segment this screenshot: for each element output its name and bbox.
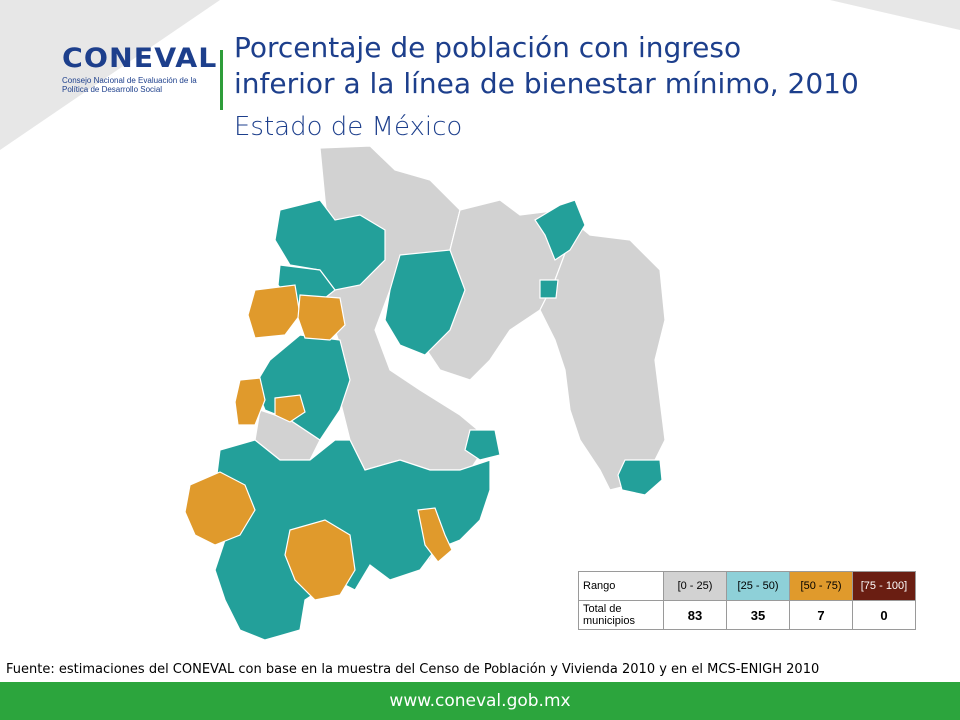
- legend-table: Rango [0 - 25) [25 - 50) [50 - 75) [75 -…: [578, 571, 916, 630]
- legend-range-row: Rango [0 - 25) [25 - 50) [50 - 75) [75 -…: [578, 571, 916, 601]
- title-line-1: Porcentaje de población con ingreso: [234, 31, 742, 64]
- footer-bar: www.coneval.gob.mx: [0, 682, 960, 720]
- municipality-region: [274, 394, 306, 423]
- title-line-2: inferior a la línea de bienestar mínimo,…: [234, 67, 859, 100]
- municipality-region: [214, 439, 491, 641]
- legend-range-0-25: [0 - 25): [663, 571, 727, 601]
- legend-count-label: Total de municipios: [578, 600, 664, 630]
- municipality-region: [617, 459, 663, 496]
- legend-count-0-25: 83: [663, 600, 727, 630]
- page-subtitle: Estado de México: [234, 112, 463, 142]
- legend-range-25-50: [25 - 50): [726, 571, 790, 601]
- municipality-region: [247, 284, 301, 339]
- legend-count-50-75: 7: [789, 600, 853, 630]
- legend-count-25-50: 35: [726, 600, 790, 630]
- municipality-region: [384, 249, 466, 356]
- municipality-region: [297, 294, 346, 341]
- title-divider: [220, 50, 223, 110]
- logo-subtitle: Consejo Nacional de Evaluación de la Pol…: [62, 76, 197, 94]
- municipality-region: [539, 208, 666, 491]
- municipality-region: [234, 377, 266, 426]
- legend-count-75-100: 0: [852, 600, 916, 630]
- coneval-logo: CONEVAL Consejo Nacional de Evaluación d…: [62, 44, 216, 95]
- municipality-region: [417, 507, 453, 563]
- municipality-region: [274, 199, 386, 291]
- municipality-region: [539, 279, 559, 299]
- source-note: Fuente: estimaciones del CONEVAL con bas…: [6, 662, 820, 677]
- legend-count-row: Total de municipios 83 35 7 0: [578, 600, 916, 630]
- corner-decoration-left: [0, 0, 220, 150]
- municipality-region: [464, 429, 501, 461]
- legend-range-75-100: [75 - 100]: [852, 571, 916, 601]
- legend-range-50-75: [50 - 75): [789, 571, 853, 601]
- municipality-map: [184, 145, 666, 641]
- municipality-region: [534, 199, 586, 261]
- municipality-region: [184, 471, 256, 546]
- state-map: [160, 140, 680, 660]
- legend-range-label: Rango: [578, 571, 664, 601]
- footer-url[interactable]: www.coneval.gob.mx: [389, 691, 571, 711]
- logo-wordmark: CONEVAL: [62, 43, 218, 74]
- page-title: Porcentaje de población con ingreso infe…: [234, 30, 954, 102]
- corner-decoration-right: [830, 0, 960, 30]
- municipality-region: [284, 519, 356, 601]
